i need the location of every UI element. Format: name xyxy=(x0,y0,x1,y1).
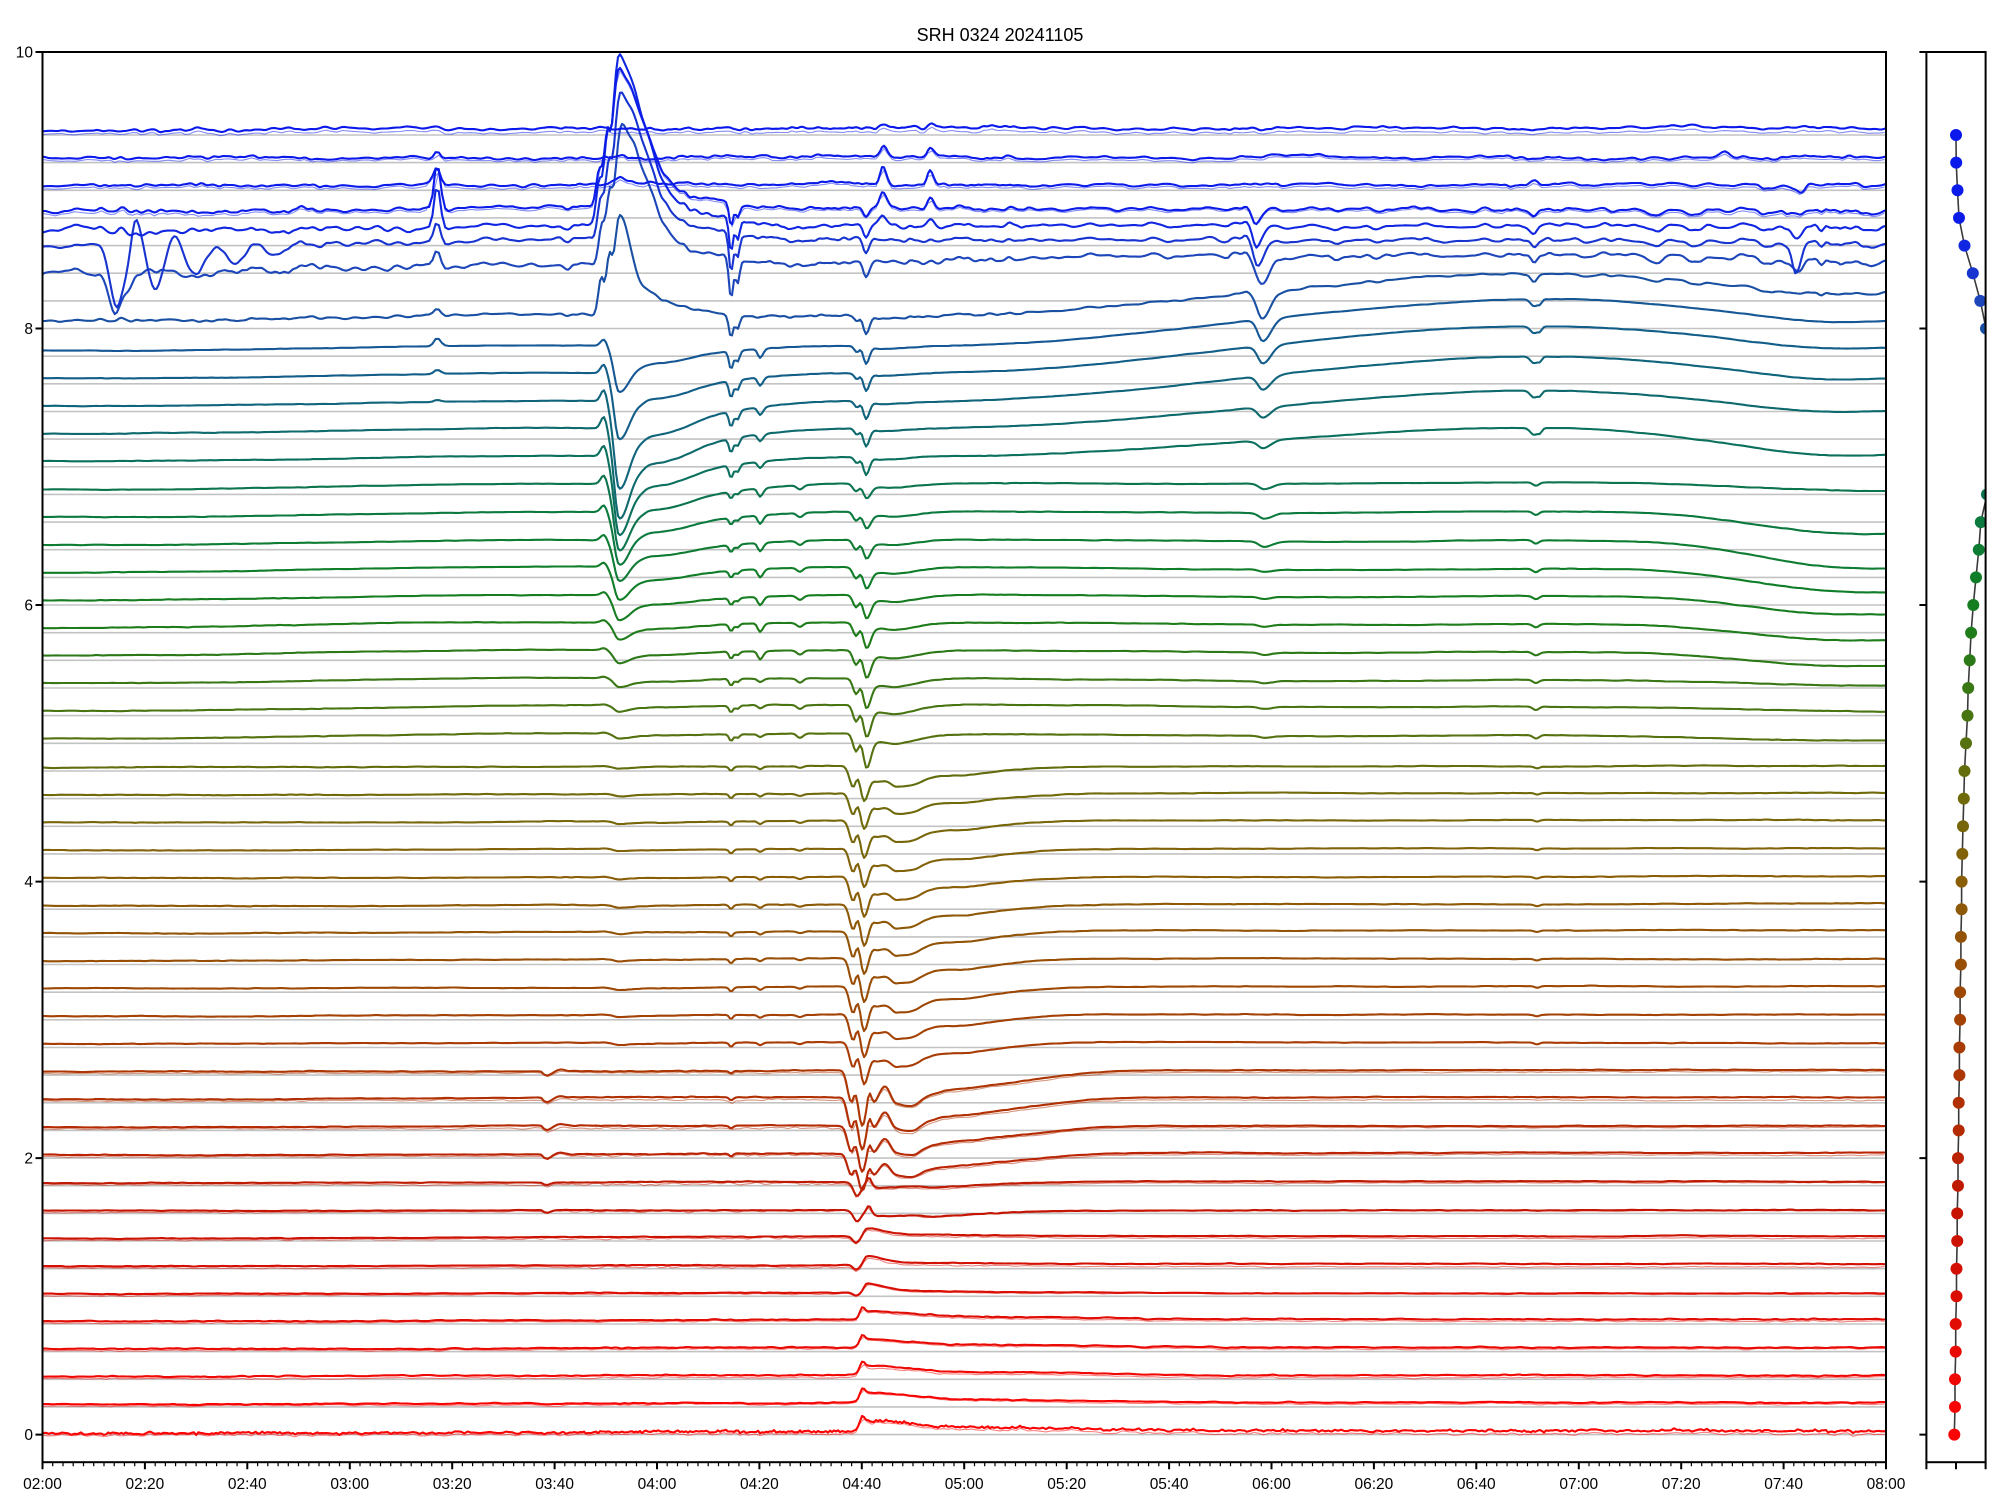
svg-text:6: 6 xyxy=(24,598,33,615)
svg-text:02:20: 02:20 xyxy=(126,1476,165,1493)
svg-text:07:00: 07:00 xyxy=(1559,1476,1598,1493)
svg-text:03:40: 03:40 xyxy=(535,1476,574,1493)
svg-text:0: 0 xyxy=(24,1427,33,1444)
svg-text:SRH 0324 20241105: SRH 0324 20241105 xyxy=(917,25,1084,45)
svg-text:04:40: 04:40 xyxy=(842,1476,881,1493)
svg-text:04:00: 04:00 xyxy=(638,1476,677,1493)
svg-text:02:00: 02:00 xyxy=(23,1476,62,1493)
svg-text:03:00: 03:00 xyxy=(330,1476,369,1493)
svg-text:08:00: 08:00 xyxy=(1867,1476,1906,1493)
svg-text:02:40: 02:40 xyxy=(228,1476,267,1493)
svg-text:8: 8 xyxy=(24,321,33,338)
svg-text:06:00: 06:00 xyxy=(1252,1476,1291,1493)
svg-text:05:40: 05:40 xyxy=(1150,1476,1189,1493)
svg-text:10: 10 xyxy=(16,45,34,62)
svg-text:4: 4 xyxy=(24,874,33,891)
svg-text:2: 2 xyxy=(24,1151,33,1168)
svg-text:06:20: 06:20 xyxy=(1355,1476,1394,1493)
svg-text:03:20: 03:20 xyxy=(433,1476,472,1493)
svg-text:07:20: 07:20 xyxy=(1662,1476,1701,1493)
svg-text:06:40: 06:40 xyxy=(1457,1476,1496,1493)
svg-text:04:20: 04:20 xyxy=(740,1476,779,1493)
svg-text:05:00: 05:00 xyxy=(945,1476,984,1493)
svg-text:05:20: 05:20 xyxy=(1047,1476,1086,1493)
svg-text:07:40: 07:40 xyxy=(1764,1476,1803,1493)
